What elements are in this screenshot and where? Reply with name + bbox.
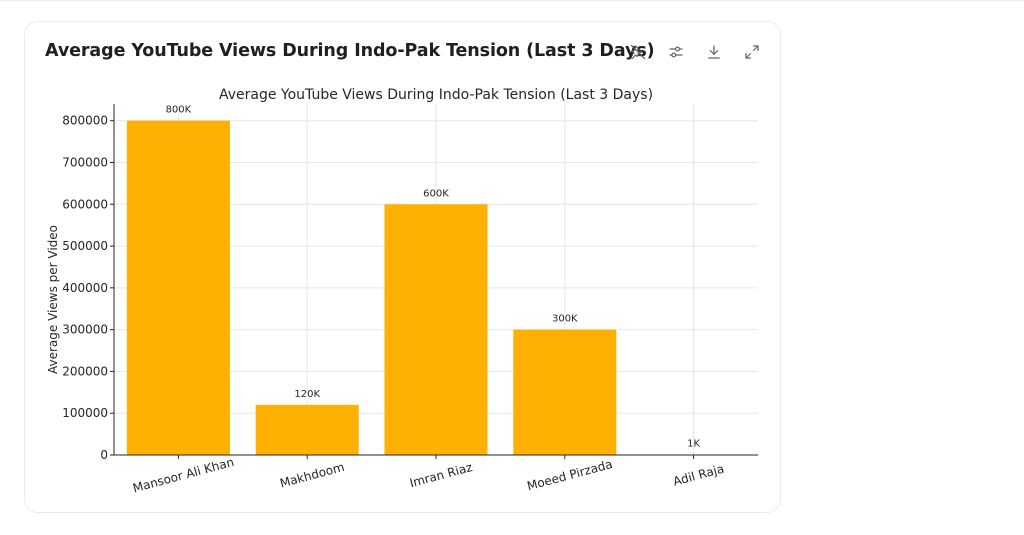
y-tick-label: 400000 xyxy=(62,281,108,295)
bar-moeed-pirzada xyxy=(513,329,617,455)
x-category-label: Makhdoom xyxy=(278,460,346,491)
data-label: 600K xyxy=(423,188,449,199)
data-label: 120K xyxy=(294,389,320,400)
y-axis-label: Average Views per Video xyxy=(46,225,60,374)
bar-makhdoom xyxy=(255,404,359,455)
y-tick-label: 200000 xyxy=(62,364,108,378)
y-tick-label: 100000 xyxy=(62,406,108,420)
pin-chart-icon xyxy=(630,44,646,60)
x-category-label: Moeed Pirzada xyxy=(526,457,614,493)
y-tick-label: 300000 xyxy=(62,323,108,337)
chart-settings-button[interactable] xyxy=(664,40,688,64)
x-category-label: Adil Raja xyxy=(672,462,726,489)
y-tick-label: 700000 xyxy=(62,156,108,170)
bar-mansoor-ali-khan xyxy=(126,120,230,455)
top-divider xyxy=(0,0,1024,1)
data-label: 800K xyxy=(166,105,192,116)
data-label: 1K xyxy=(687,439,700,450)
chart-title: Average YouTube Views During Indo-Pak Te… xyxy=(219,87,653,103)
y-tick-label: 600000 xyxy=(62,197,108,211)
expand-icon xyxy=(745,45,759,59)
expand-button[interactable] xyxy=(740,40,764,64)
y-tick-label: 800000 xyxy=(62,114,108,128)
y-tick-label: 500000 xyxy=(62,239,108,253)
x-category-label: Imran Riaz xyxy=(408,460,474,490)
data-label: 300K xyxy=(552,314,578,325)
chart-settings-icon xyxy=(669,46,683,58)
card-title: Average YouTube Views During Indo-Pak Te… xyxy=(45,41,655,61)
download-icon xyxy=(708,45,720,59)
pin-chart-button[interactable] xyxy=(626,40,650,64)
x-category-label: Mansoor Ali Khan xyxy=(131,455,235,495)
chart-toolbar xyxy=(626,40,764,64)
bar-imran-riaz xyxy=(384,204,488,455)
y-tick-label: 0 xyxy=(100,448,108,462)
download-button[interactable] xyxy=(702,40,726,64)
